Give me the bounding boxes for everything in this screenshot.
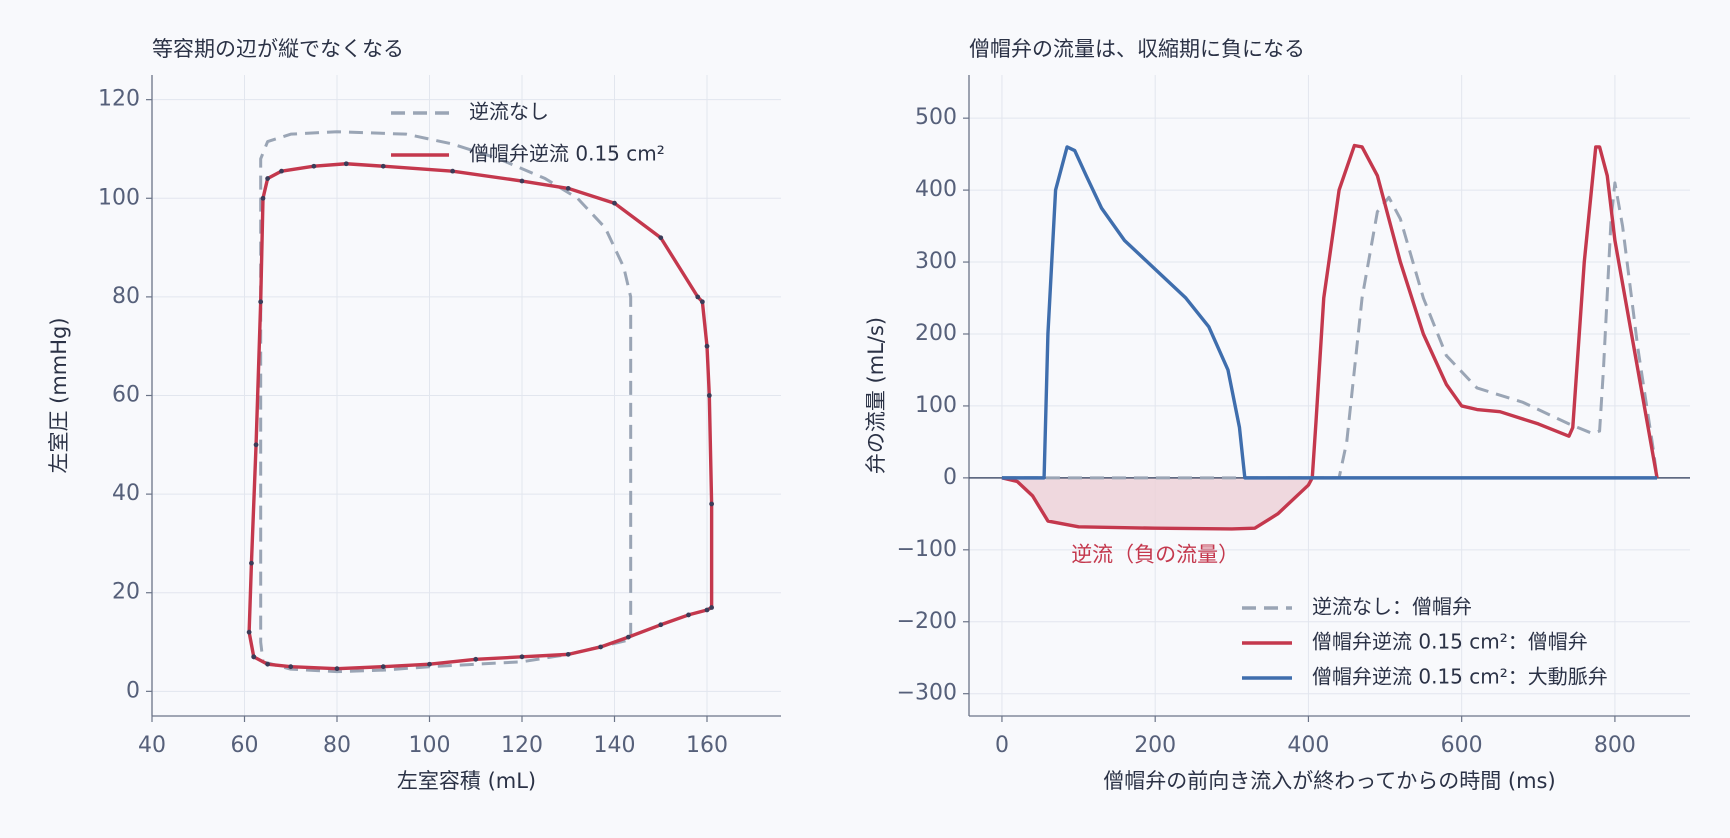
- series-line: [1001, 181, 1659, 480]
- point-marker: [706, 393, 712, 398]
- y-tick-label: 500: [915, 105, 957, 130]
- point-marker: [380, 664, 386, 670]
- y-tick-label: 120: [98, 87, 140, 112]
- point-marker: [565, 186, 571, 191]
- x-axis-label: 左室容積 (mL): [397, 769, 536, 793]
- point-marker: [658, 622, 664, 628]
- x-tick-label: 120: [501, 733, 543, 758]
- point-marker: [427, 661, 432, 667]
- point-marker: [612, 200, 617, 206]
- point-marker: [709, 501, 715, 507]
- point-marker: [686, 612, 691, 618]
- point-marker: [253, 442, 259, 448]
- y-tick-label: 40: [112, 481, 140, 506]
- chart-title: 僧帽弁の流量は、収縮期に負になる: [969, 37, 1305, 61]
- point-marker: [249, 560, 254, 566]
- series-line: [1001, 145, 1658, 480]
- y-tick-label: 400: [915, 177, 957, 202]
- point-marker: [265, 176, 271, 181]
- legend-label: 逆流なし: [469, 100, 549, 124]
- y-tick-label: 80: [112, 284, 140, 309]
- y-axis-label: 左室圧 (mmHg): [47, 317, 71, 473]
- legend-label: 僧帽弁逆流 0.15 cm²：大動脈弁: [1312, 665, 1608, 689]
- negative-flow-area: [1001, 477, 1313, 529]
- point-marker: [260, 195, 266, 201]
- y-tick-label: 300: [915, 249, 957, 274]
- x-tick-label: 0: [995, 733, 1009, 758]
- point-marker: [709, 605, 715, 610]
- point-marker: [625, 634, 631, 640]
- chart-title: 等容期の辺が縦でなくなる: [152, 37, 404, 61]
- y-axis-label: 弁の流量 (mL/s): [864, 317, 888, 474]
- point-marker: [450, 168, 456, 174]
- point-marker: [265, 661, 271, 667]
- point-marker: [334, 666, 340, 672]
- x-tick-label: 600: [1441, 733, 1483, 758]
- series-line: [247, 162, 714, 671]
- point-marker: [251, 654, 257, 660]
- point-marker: [343, 161, 349, 167]
- point-marker: [288, 664, 294, 670]
- annotation: 逆流（負の流量）: [1071, 543, 1239, 567]
- point-marker: [246, 629, 252, 635]
- point-marker: [473, 656, 479, 662]
- point-marker: [704, 343, 710, 349]
- y-tick-label: 0: [126, 678, 140, 703]
- x-tick-label: 400: [1287, 733, 1329, 758]
- x-axis-label: 僧帽弁の前向き流入が終わってからの時間 (ms): [1103, 769, 1555, 793]
- point-marker: [695, 294, 701, 300]
- point-marker: [699, 299, 705, 305]
- point-marker: [279, 168, 284, 174]
- y-tick-label: 200: [915, 321, 957, 346]
- x-tick-label: 160: [686, 733, 728, 758]
- y-tick-label: −200: [897, 609, 957, 634]
- legend-label: 僧帽弁逆流 0.15 cm²: [469, 142, 665, 166]
- legend-label: 僧帽弁逆流 0.15 cm²：僧帽弁: [1312, 630, 1588, 654]
- point-marker: [258, 299, 264, 305]
- x-tick-label: 140: [594, 733, 636, 758]
- point-marker: [565, 651, 571, 657]
- point-marker: [519, 654, 525, 660]
- y-tick-label: 0: [943, 465, 957, 490]
- x-tick-label: 800: [1594, 733, 1636, 758]
- y-tick-label: −300: [897, 681, 957, 706]
- x-tick-label: 60: [231, 733, 259, 758]
- y-tick-label: 100: [98, 185, 140, 210]
- point-marker: [598, 644, 604, 650]
- point-marker: [519, 178, 525, 184]
- legend-label: 逆流なし：僧帽弁: [1312, 595, 1472, 619]
- y-tick-label: 60: [112, 383, 140, 408]
- x-tick-label: 200: [1134, 733, 1176, 758]
- x-tick-label: 40: [138, 733, 166, 758]
- point-marker: [658, 235, 664, 241]
- series-line: [1001, 143, 1659, 531]
- x-tick-label: 80: [323, 733, 351, 758]
- x-tick-label: 100: [409, 733, 451, 758]
- y-tick-label: −100: [897, 537, 957, 562]
- y-tick-label: 20: [112, 580, 140, 605]
- point-marker: [380, 163, 386, 169]
- point-marker: [311, 163, 317, 169]
- point-marker: [704, 607, 710, 613]
- y-tick-label: 100: [915, 393, 957, 418]
- series-line: [259, 130, 633, 674]
